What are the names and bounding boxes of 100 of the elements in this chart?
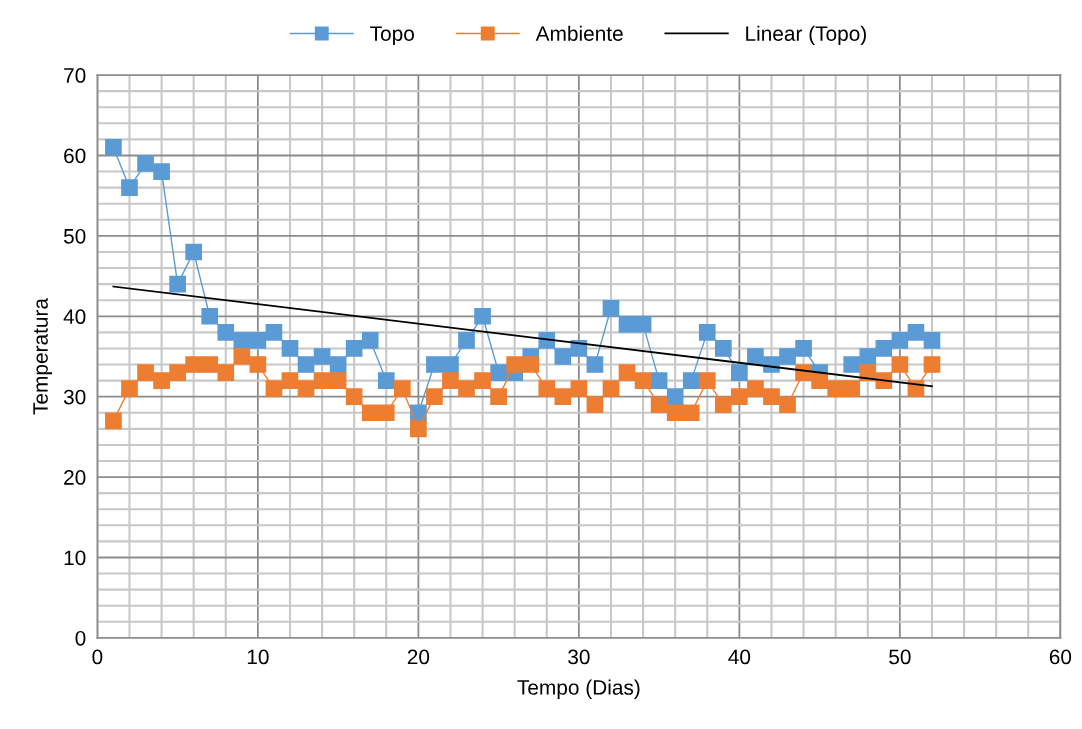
point	[779, 348, 796, 365]
point	[923, 356, 941, 373]
point	[731, 364, 748, 381]
point	[618, 364, 636, 381]
point	[586, 356, 604, 373]
point	[249, 356, 267, 373]
point	[538, 380, 556, 397]
point	[474, 372, 491, 389]
point	[313, 348, 331, 365]
point	[795, 340, 812, 357]
point	[361, 332, 379, 349]
point	[185, 356, 203, 373]
point	[281, 372, 299, 389]
point	[474, 307, 491, 325]
point	[827, 380, 844, 397]
point	[731, 388, 748, 406]
point	[714, 396, 732, 414]
point	[779, 396, 796, 414]
point	[554, 348, 572, 365]
point	[393, 380, 411, 397]
point	[169, 275, 186, 293]
x-axis-title: Tempo (Dias)	[517, 679, 640, 699]
point	[698, 372, 716, 389]
point	[377, 404, 395, 422]
point	[426, 356, 443, 373]
x-tick-label: 60	[1049, 649, 1072, 665]
point	[442, 356, 459, 373]
point	[747, 380, 764, 397]
y-tick-label: 30	[63, 389, 86, 405]
point	[153, 372, 170, 389]
point	[634, 315, 652, 333]
legend-label: Topo	[370, 26, 414, 46]
point	[682, 404, 700, 422]
point	[345, 340, 363, 357]
point	[859, 348, 877, 365]
point	[313, 372, 331, 389]
point	[297, 380, 315, 397]
point	[458, 380, 475, 397]
point	[923, 332, 941, 349]
legend-label: Ambiente	[535, 25, 623, 41]
legend-label: Linear (Topo)	[746, 25, 866, 46]
x-tick-label: 0	[92, 649, 103, 665]
y-tick-label: 20	[64, 470, 86, 485]
point	[570, 380, 588, 397]
point	[105, 139, 122, 156]
point	[105, 412, 122, 430]
point	[121, 179, 138, 196]
point	[602, 299, 620, 317]
point	[522, 356, 540, 373]
point	[426, 388, 443, 406]
point	[137, 364, 154, 381]
y-tick-label: 0	[75, 630, 86, 646]
y-tick-label: 10	[64, 550, 86, 566]
point	[185, 243, 203, 261]
point	[361, 404, 379, 422]
point	[201, 307, 219, 325]
point	[682, 372, 700, 389]
y-tick-label: 70	[64, 68, 86, 83]
y-tick-label: 60	[64, 148, 86, 164]
point	[891, 332, 909, 349]
point	[265, 380, 283, 397]
point	[634, 372, 652, 389]
point	[345, 388, 363, 406]
point	[650, 396, 668, 414]
point	[217, 364, 235, 381]
point	[377, 372, 395, 389]
point	[907, 324, 925, 341]
point	[458, 332, 475, 349]
point	[410, 420, 427, 438]
point	[554, 388, 572, 406]
x-tick-label: 10	[247, 649, 269, 665]
point	[442, 372, 459, 389]
point	[891, 356, 909, 373]
point	[249, 332, 267, 349]
point	[618, 315, 636, 333]
point	[153, 163, 170, 180]
point	[137, 155, 154, 172]
point	[698, 324, 716, 341]
x-tick-label: 30	[568, 649, 590, 665]
point	[602, 380, 620, 397]
point	[811, 372, 828, 389]
point	[265, 324, 283, 341]
y-tick-label: 40	[63, 309, 86, 325]
point	[843, 380, 861, 397]
y-axis-title: Temperatura	[33, 298, 52, 415]
point	[747, 348, 764, 365]
point	[217, 324, 235, 341]
point	[586, 396, 604, 414]
point	[121, 380, 138, 397]
point	[329, 372, 347, 389]
point	[650, 372, 668, 389]
point	[490, 388, 507, 406]
point	[714, 340, 732, 357]
point	[763, 388, 780, 406]
point	[233, 332, 251, 349]
point	[666, 388, 684, 406]
point	[281, 340, 299, 357]
point	[201, 356, 219, 373]
point	[666, 404, 684, 422]
x-tick-label: 20	[407, 649, 430, 665]
